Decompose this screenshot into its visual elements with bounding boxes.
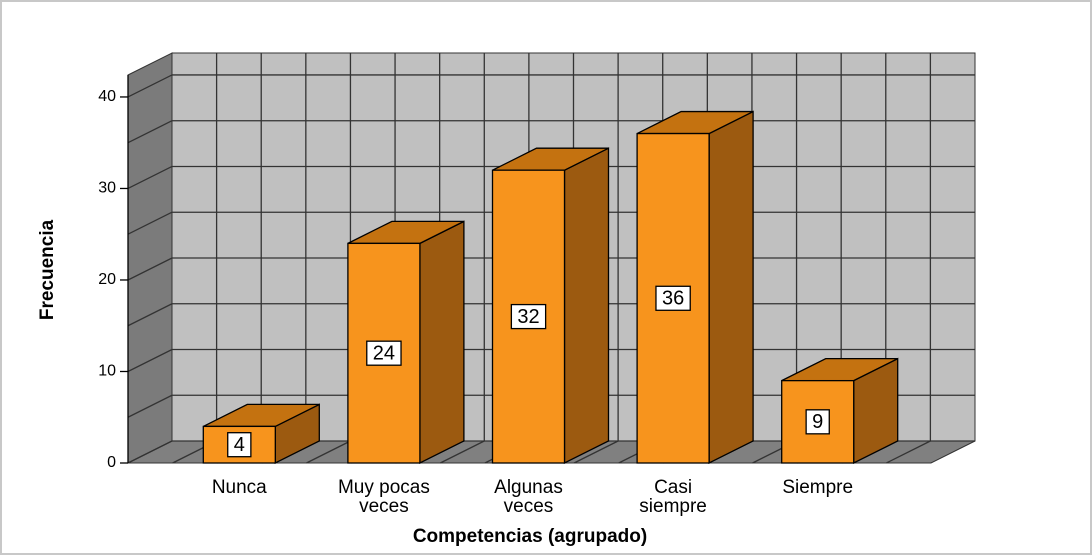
data-label: 32 (517, 306, 539, 328)
y-tick-label: 40 (98, 88, 116, 105)
bar-side (563, 147, 610, 465)
x-tick-label: Algunas veces (494, 477, 563, 517)
floor-line (573, 440, 619, 464)
side-grid-line (127, 303, 173, 327)
data-label-box (366, 340, 402, 366)
x-tick-label: Casi siempre (639, 477, 707, 517)
x-tick-label: Nunca (211, 477, 267, 498)
data-label: 9 (812, 411, 823, 433)
side-grid-line (127, 74, 173, 98)
side-grid-line (127, 257, 173, 281)
side-grid-line (127, 120, 173, 144)
y-tick-label: 30 (98, 180, 116, 197)
x-tick-label: Muy pocas veces (337, 477, 430, 517)
data-label: 36 (662, 288, 684, 310)
floor-line (439, 440, 485, 464)
floor-line (306, 440, 351, 464)
y-tick-label: 20 (98, 271, 116, 288)
floor-line (886, 440, 931, 464)
y-tick-label: 10 (98, 363, 116, 380)
data-label: 24 (373, 342, 395, 364)
y-axis-title: Frecuencia (37, 219, 58, 320)
data-label-box (655, 285, 691, 311)
side-grid-line (127, 394, 173, 418)
bar-side (708, 110, 754, 465)
side-wall (127, 52, 173, 464)
data-label-box (510, 303, 547, 330)
data-label-box (227, 432, 252, 458)
data-label-box (805, 409, 830, 435)
x-axis-title: Competencias (agrupado) (413, 526, 647, 547)
side-grid-line (127, 440, 173, 464)
side-grid-line (127, 348, 173, 373)
side-grid-line (127, 211, 173, 235)
bar-side (419, 220, 465, 465)
y-tick-label: 0 (107, 454, 116, 471)
x-tick-label: Siempre (782, 477, 854, 498)
data-label: 4 (234, 434, 245, 456)
side-grid-line (127, 165, 173, 190)
